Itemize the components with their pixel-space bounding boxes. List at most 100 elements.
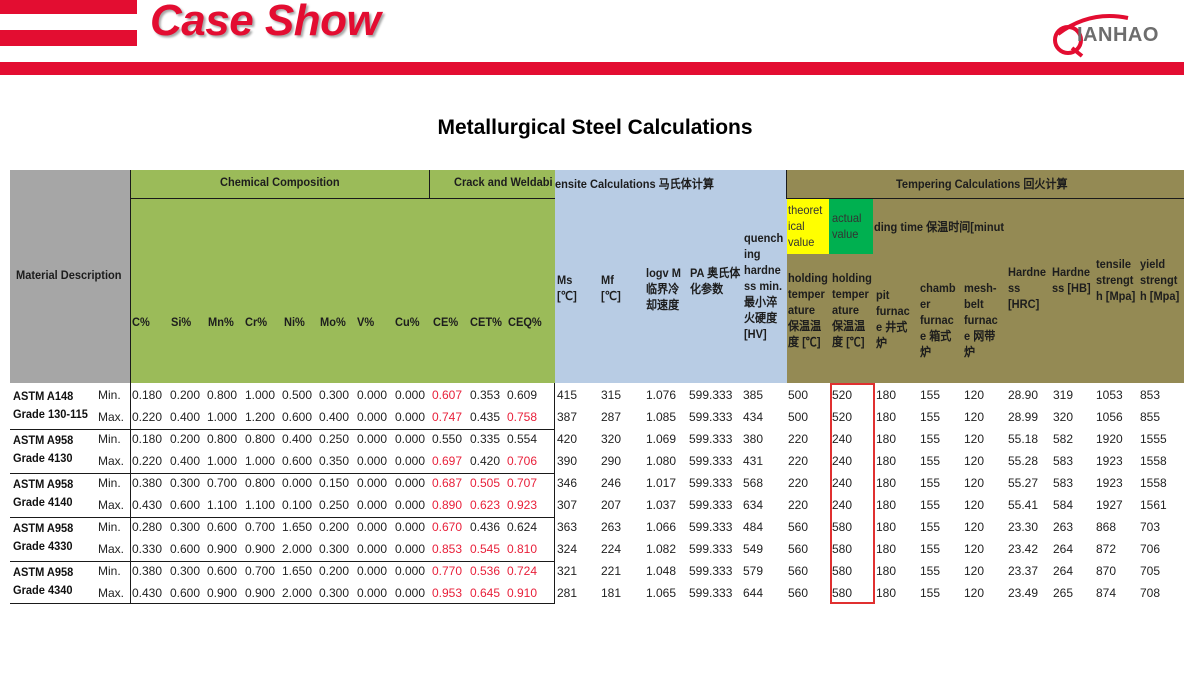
- col-mesh-belt-furnace: mesh- belt furnac e 网带炉: [964, 281, 998, 359]
- cell-si: 0.300: [170, 564, 201, 578]
- martensite-calculations-header: ensite Calculations 马氏体计算: [555, 177, 714, 191]
- cell-chamber: 155: [920, 498, 941, 512]
- cell-hb: 582: [1053, 432, 1074, 446]
- cell-hb: 320: [1053, 410, 1074, 424]
- cell-mesh: 120: [964, 564, 985, 578]
- min-max-label: Min.: [98, 432, 121, 446]
- cell-act: 240: [832, 476, 853, 490]
- cell-ys: 1558: [1140, 454, 1167, 468]
- cell-mf: 290: [601, 454, 622, 468]
- cell-hb: 263: [1053, 520, 1074, 534]
- cell-cet: 0.436: [470, 520, 501, 534]
- col-logv: logv M 临界冷却速度: [646, 266, 681, 312]
- cell-si: 0.300: [170, 476, 201, 490]
- cell-chamber: 155: [920, 454, 941, 468]
- col-cr: Cr%: [245, 315, 268, 329]
- martensite-header-bg: [555, 170, 787, 383]
- cell-logv: 1.065: [646, 586, 677, 600]
- cell-pit: 180: [876, 410, 897, 424]
- col-ceq: CEQ%: [508, 315, 542, 329]
- cell-qh: 484: [743, 520, 764, 534]
- cell-ys: 855: [1140, 410, 1161, 424]
- cell-logv: 1.082: [646, 542, 677, 556]
- cell-ce: 0.770: [432, 564, 463, 578]
- cell-v: 0.000: [357, 454, 388, 468]
- cell-mf: 221: [601, 564, 622, 578]
- cell-si: 0.400: [170, 410, 201, 424]
- cell-chamber: 155: [920, 388, 941, 402]
- cell-v: 0.000: [357, 586, 388, 600]
- cell-ceq: 0.706: [507, 454, 538, 468]
- cell-mn: 0.900: [207, 542, 238, 556]
- crack-weldability-header: Crack and Weldabi: [454, 175, 553, 189]
- cell-mo: 0.250: [319, 432, 350, 446]
- cell-ni: 0.000: [282, 476, 313, 490]
- cell-theo: 500: [788, 388, 809, 402]
- cell-ms: 281: [557, 586, 578, 600]
- cell-hb: 583: [1053, 476, 1074, 490]
- cell-qh: 579: [743, 564, 764, 578]
- material-grade: Grade 4130: [13, 451, 73, 465]
- min-max-label: Min.: [98, 476, 121, 490]
- col-tensile-strength: tensile strengt h [Mpa]: [1096, 257, 1136, 303]
- cell-c: 0.220: [132, 454, 163, 468]
- col-hardness-hrc: Hardne ss [HRC]: [1008, 265, 1047, 311]
- cell-qh: 634: [743, 498, 764, 512]
- min-max-label: Min.: [98, 388, 121, 402]
- cell-pit: 180: [876, 564, 897, 578]
- cell-ceq: 0.609: [507, 388, 538, 402]
- col-ms: Ms [℃]: [557, 273, 577, 303]
- cell-v: 0.000: [357, 432, 388, 446]
- col-si: Si%: [171, 315, 192, 329]
- header-stripe-middle: [0, 30, 137, 46]
- cell-ni: 2.000: [282, 586, 313, 600]
- cell-theo: 560: [788, 520, 809, 534]
- material-grade: Grade 130-115: [13, 407, 88, 421]
- cell-mn: 1.000: [207, 454, 238, 468]
- cell-mn: 1.000: [207, 410, 238, 424]
- cell-act: 520: [832, 388, 853, 402]
- cell-ms: 390: [557, 454, 578, 468]
- cell-chamber: 155: [920, 410, 941, 424]
- cell-ts: 1053: [1096, 388, 1123, 402]
- cell-ce: 0.687: [432, 476, 463, 490]
- cell-hrc: 23.42: [1008, 542, 1039, 556]
- cell-ce: 0.550: [432, 432, 463, 446]
- cell-chamber: 155: [920, 520, 941, 534]
- cell-qh: 380: [743, 432, 764, 446]
- header-stripe-bottom: [0, 62, 1184, 75]
- actual-temp-highlight-box: [830, 383, 875, 604]
- cell-si: 0.400: [170, 454, 201, 468]
- cell-ts: 1920: [1096, 432, 1123, 446]
- cell-cr: 0.700: [245, 520, 276, 534]
- actual-value-bg: [829, 199, 873, 254]
- cell-mesh: 120: [964, 542, 985, 556]
- material-header-bg: [10, 170, 130, 383]
- min-max-label: Max.: [98, 586, 125, 600]
- cell-hb: 583: [1053, 454, 1074, 468]
- cell-si: 0.300: [170, 520, 201, 534]
- chemical-composition-header: Chemical Composition: [220, 175, 340, 189]
- cell-ceq: 0.624: [507, 520, 538, 534]
- cell-cr: 0.900: [245, 542, 276, 556]
- cell-ce: 0.953: [432, 586, 463, 600]
- cell-cu: 0.000: [395, 410, 426, 424]
- cell-mn: 0.700: [207, 476, 238, 490]
- cell-ms: 321: [557, 564, 578, 578]
- cell-pa: 599.333: [689, 476, 733, 490]
- col-cu: Cu%: [395, 315, 420, 329]
- section-title: Case Show: [150, 0, 381, 45]
- col-mn: Mn%: [208, 315, 234, 329]
- cell-hb: 264: [1053, 564, 1074, 578]
- cell-mesh: 120: [964, 498, 985, 512]
- page-title: Metallurgical Steel Calculations: [437, 116, 753, 139]
- cell-ts: 1056: [1096, 410, 1123, 424]
- cell-hrc: 23.37: [1008, 564, 1039, 578]
- cell-logv: 1.080: [646, 454, 677, 468]
- col-v: V%: [357, 315, 375, 329]
- actual-value-label: actual value: [832, 211, 862, 241]
- header-stripe-top: [0, 0, 137, 14]
- cell-mo: 0.400: [319, 410, 350, 424]
- col-cet: CET%: [470, 315, 502, 329]
- material-name: ASTM A958: [13, 565, 74, 579]
